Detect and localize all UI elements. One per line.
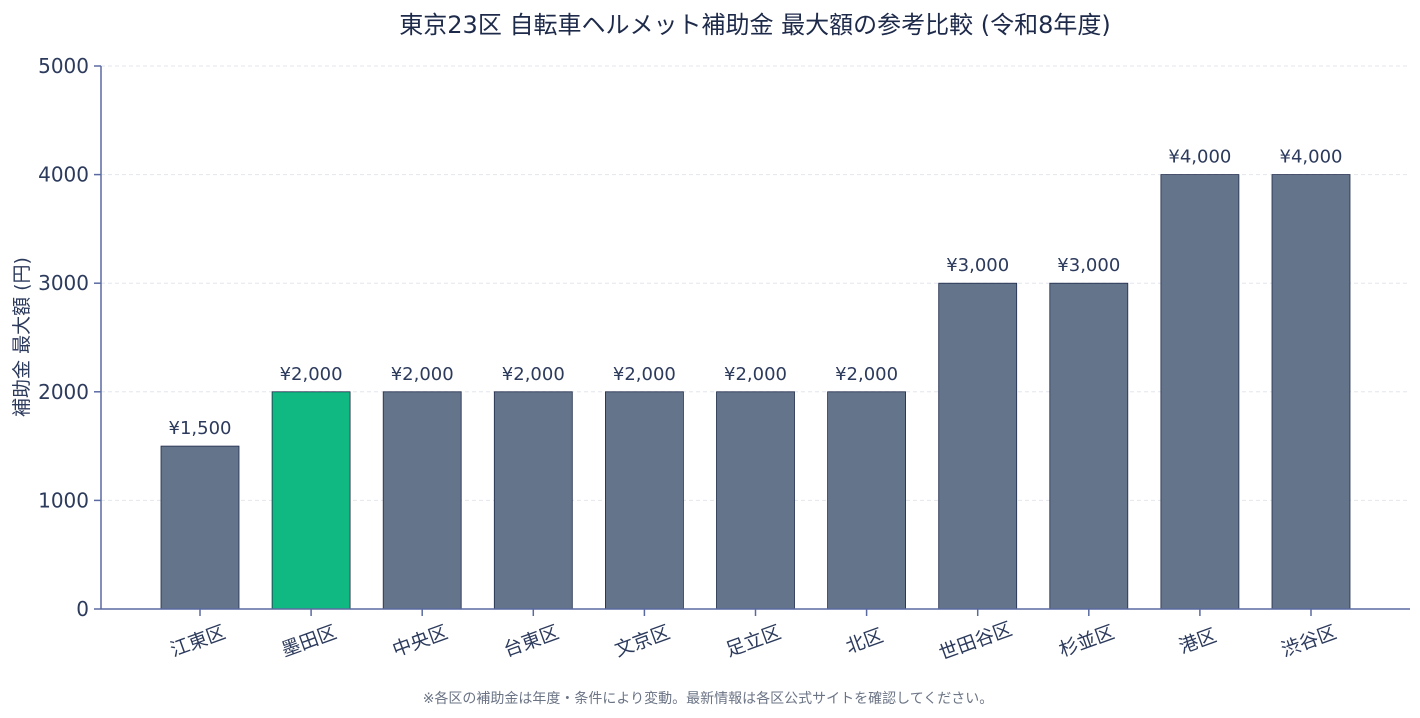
x-tick-label: 港区 [1176,625,1219,659]
x-tick-label: 文京区 [612,621,673,661]
value-label: ¥2,000 [502,364,565,385]
value-label: ¥4,000 [1280,147,1343,168]
bar-3 [382,391,462,610]
x-tick-label: 渋谷区 [1278,621,1339,661]
y-tick-label: 5000 [38,54,89,78]
x-tick-label: 足立区 [723,621,784,661]
value-label: ¥2,000 [835,364,898,385]
y-tick-label: 1000 [38,488,89,512]
bar-11 [1271,174,1351,610]
bar-8 [938,282,1018,610]
value-label: ¥4,000 [1168,147,1231,168]
bar-2 [271,391,351,610]
bars [160,174,1351,610]
value-label: ¥2,000 [280,364,343,385]
bar-5 [605,391,684,610]
bar-10 [1160,174,1240,610]
x-tick-label: 北区 [843,625,886,659]
value-label: ¥1,500 [169,418,232,439]
x-tick-label: 世田谷区 [936,618,1015,665]
chart-title: 東京23区 自転車ヘルメット補助金 最大額の参考比較 (令和8年度) [399,11,1110,39]
x-tick-label: 墨田区 [278,621,339,661]
footnote: ※各区の補助金は年度・条件により変動。最新情報は各区公式サイトを確認してください… [423,690,994,707]
value-label: ¥3,000 [1057,255,1120,276]
bar-9 [1049,282,1129,610]
bar-1 [160,445,240,610]
y-tick-label: 0 [76,597,89,621]
x-tick-label: 江東区 [167,621,228,661]
axes [94,65,1410,616]
y-tick-label: 4000 [38,163,89,187]
y-tick-label: 3000 [38,271,89,295]
value-label: ¥2,000 [613,364,676,385]
x-tick-label: 台東区 [501,621,562,661]
bar-6 [716,391,795,610]
value-label: ¥2,000 [391,364,454,385]
x-tick-label: 杉並区 [1056,621,1117,661]
y-axis-label: 補助金 最大額 (円) [11,257,33,417]
y-tick-label: 2000 [38,380,89,404]
value-label: ¥3,000 [946,255,1009,276]
bar-4 [493,391,573,610]
x-tick-label: 中央区 [390,621,451,661]
value-label: ¥2,000 [724,364,787,385]
bar-7 [827,391,906,610]
